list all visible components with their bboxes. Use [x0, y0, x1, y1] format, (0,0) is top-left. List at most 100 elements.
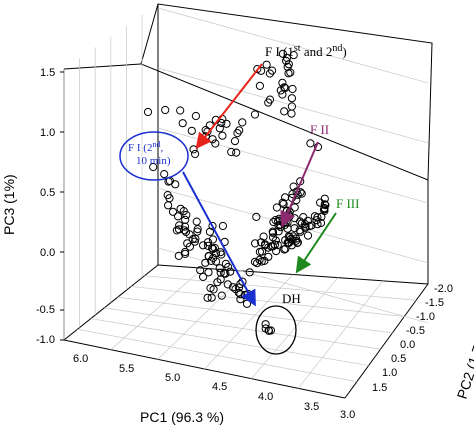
data-point	[180, 226, 189, 235]
data-point	[193, 227, 202, 236]
gridlines	[63, 7, 429, 389]
data-point	[320, 200, 329, 209]
data-point	[181, 215, 190, 224]
x-tick-label: 3.5	[304, 401, 319, 413]
data-point	[281, 244, 290, 253]
data-point	[207, 293, 216, 302]
data-point	[222, 119, 231, 128]
data-point	[173, 212, 183, 221]
data-point	[287, 94, 296, 103]
f1-oval-label-part: F I (2	[128, 142, 152, 154]
data-point	[245, 268, 254, 277]
gridline-z	[157, 7, 429, 84]
data-point	[269, 217, 278, 227]
f1-main-label: F I (1st and 2nd)	[265, 43, 347, 59]
data-point	[174, 225, 184, 234]
x-tick-label: 5.0	[165, 372, 180, 384]
data-point	[208, 235, 217, 244]
data-point	[160, 170, 169, 179]
gridline-floor	[110, 267, 204, 350]
f3-label: F III	[336, 196, 359, 211]
data-point	[176, 106, 185, 115]
f1-main-label-part: F I (1	[265, 44, 294, 59]
x-tick-labels: 6.0 5.5 5.0 4.5 4.0 3.5 3.0	[73, 353, 355, 421]
data-point	[287, 102, 296, 111]
data-point	[174, 251, 183, 260]
data-point	[257, 247, 267, 256]
data-point	[307, 221, 316, 230]
data-point	[268, 233, 278, 242]
f1-arrow	[195, 63, 263, 150]
gridline-z	[157, 247, 429, 324]
data-point	[203, 238, 213, 247]
data-point	[192, 217, 201, 226]
data-point	[320, 194, 329, 203]
z-tick-label: 0.5	[40, 187, 55, 199]
data-point	[268, 227, 277, 236]
data-point	[278, 90, 287, 99]
data-point	[208, 244, 217, 253]
x-tick-label: 4.0	[258, 391, 273, 403]
z-tick-label: 1.0	[40, 127, 55, 139]
data-point	[255, 255, 264, 264]
data-point	[284, 232, 293, 241]
data-point	[313, 220, 322, 229]
data-point	[190, 237, 199, 246]
data-point	[264, 252, 273, 261]
data-point	[204, 268, 213, 277]
f1-oval-arrow	[182, 171, 256, 307]
data-point	[286, 68, 295, 77]
f1-oval-label-line2: 10 min)	[136, 155, 171, 167]
z-tick-label: -0.5	[36, 304, 55, 316]
data-point	[199, 272, 208, 281]
box-edge	[344, 283, 429, 399]
data-point	[211, 139, 220, 148]
data-point	[171, 180, 180, 189]
data-point	[227, 147, 236, 157]
data-point	[209, 244, 218, 254]
data-point	[183, 239, 192, 248]
data-point	[310, 212, 319, 221]
dh-label: DH	[282, 291, 301, 306]
data-point	[203, 293, 212, 302]
data-point	[306, 139, 315, 148]
data-point	[181, 227, 191, 237]
data-point	[168, 207, 178, 216]
plot-box	[63, 3, 433, 399]
data-point	[259, 232, 268, 241]
data-point	[262, 60, 271, 69]
data-point	[196, 266, 205, 275]
data-point	[278, 198, 287, 207]
data-point	[212, 249, 221, 258]
data-point	[276, 86, 285, 95]
data-point	[191, 111, 200, 121]
data-point	[218, 221, 227, 231]
data-point	[297, 189, 306, 198]
data-point	[272, 247, 281, 256]
data-point	[207, 256, 216, 265]
z-tick-labels: 1.5 1.0 0.5 0.0 -0.5 -1.0	[36, 67, 55, 346]
data-point	[215, 124, 224, 133]
data-point	[232, 148, 241, 157]
y-tick-label: 1.0	[382, 367, 397, 379]
data-point	[274, 227, 283, 236]
data-point	[242, 299, 252, 308]
data-point	[164, 201, 173, 210]
data-point	[217, 118, 226, 128]
data-point	[143, 107, 153, 117]
x-axis-label: PC1 (96.3 %)	[140, 409, 224, 425]
data-point	[292, 236, 301, 245]
data-point	[289, 51, 298, 60]
data-point	[255, 81, 264, 91]
data-point	[218, 131, 227, 140]
data-point	[233, 129, 242, 138]
back-wall-frame	[140, 3, 433, 181]
gridline-floor	[204, 274, 294, 370]
data-point	[251, 239, 260, 248]
z-axis-label: PC3 (1%)	[1, 174, 17, 235]
x-tick-label: 6.0	[73, 353, 88, 365]
data-point	[217, 291, 226, 300]
data-point	[238, 277, 247, 286]
data-point	[201, 258, 210, 267]
